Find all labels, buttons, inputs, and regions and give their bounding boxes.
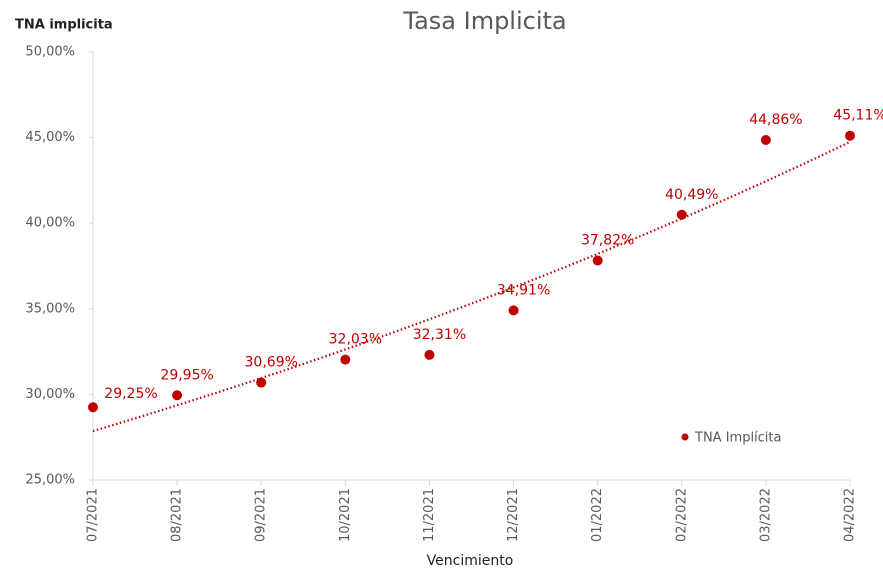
- data-label: 29,25%: [104, 386, 157, 402]
- x-tick-label: 08/2021: [170, 488, 185, 542]
- data-label: 44,86%: [749, 112, 802, 128]
- point: [172, 390, 183, 401]
- data-label: 34,91%: [497, 282, 550, 298]
- x-tick-label: 09/2021: [254, 488, 269, 542]
- y-tick-label: 40,00%: [25, 216, 75, 231]
- y-tick-label: 35,00%: [25, 301, 75, 316]
- y-tick-label: 25,00%: [25, 473, 75, 488]
- point: [508, 305, 519, 316]
- chart-title: Tasa Implicita: [402, 7, 566, 35]
- x-tick-label: 01/2022: [590, 488, 605, 542]
- x-tick-label: 02/2022: [674, 488, 689, 542]
- x-tick-label: 11/2021: [422, 488, 437, 542]
- point: [592, 255, 603, 266]
- point: [676, 209, 687, 220]
- data-label: 45,11%: [833, 108, 883, 124]
- legend-marker: [681, 433, 689, 441]
- trendline: [92, 140, 851, 433]
- y-axis-title: TNA implicita: [15, 18, 113, 33]
- x-tick-label: 12/2021: [506, 488, 521, 542]
- x-axis-title: Vencimiento: [427, 553, 514, 568]
- y-tick-label: 30,00%: [25, 387, 75, 402]
- y-tick-label: 45,00%: [25, 130, 75, 145]
- point: [424, 349, 435, 360]
- point: [845, 130, 855, 141]
- data-label: 29,95%: [160, 367, 213, 383]
- data-label: 30,69%: [245, 355, 298, 371]
- data-label: 37,82%: [581, 233, 634, 249]
- x-tick-label: 10/2021: [338, 488, 353, 542]
- x-tick-label: 07/2021: [86, 488, 101, 542]
- point: [256, 377, 267, 388]
- data-label: 32,31%: [413, 327, 466, 343]
- y-tick-label: 50,00%: [25, 45, 75, 60]
- data-label: 40,49%: [665, 187, 718, 203]
- point: [340, 354, 351, 365]
- point: [760, 134, 771, 145]
- point: [88, 402, 98, 413]
- x-tick-label: 04/2022: [843, 488, 858, 542]
- legend-label: TNA Implícita: [694, 431, 782, 446]
- data-label: 32,03%: [329, 332, 382, 348]
- x-tick-label: 03/2022: [758, 488, 773, 542]
